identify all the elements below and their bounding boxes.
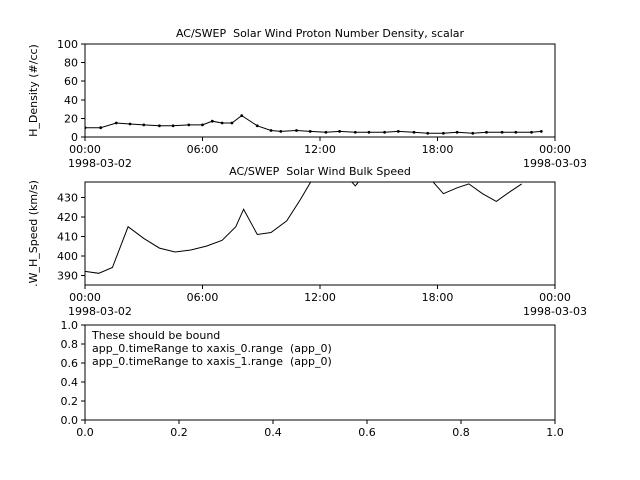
y-tick-label: 0.6 <box>61 357 79 370</box>
y-tick-label: 20 <box>64 112 78 125</box>
plot-0-area[interactable] <box>84 43 556 138</box>
x-tick-label: 06:00 <box>187 291 219 304</box>
x-tick-label: 0.0 <box>76 426 94 439</box>
data-point <box>500 130 504 134</box>
data-point <box>485 130 488 134</box>
data-point <box>308 130 312 133</box>
y-tick-label: 430 <box>57 192 78 205</box>
data-point <box>171 124 175 128</box>
data-point <box>114 121 118 125</box>
data-point <box>338 130 341 133</box>
data-point <box>442 131 445 135</box>
y-tick-label: 400 <box>57 250 78 263</box>
y-tick-label: 40 <box>64 94 78 107</box>
x-tick-label: 12:00 <box>304 143 336 156</box>
data-point <box>295 129 298 132</box>
data-point <box>269 129 273 132</box>
data-point <box>210 119 214 123</box>
x-tick-label: 0.6 <box>358 426 376 439</box>
data-point <box>412 130 416 134</box>
data-line-1 <box>85 182 522 274</box>
annotation-line-0: These should be bound <box>91 329 220 342</box>
data-point <box>514 130 518 134</box>
data-point <box>158 124 161 128</box>
x-tick-label: 00:00 <box>539 291 571 304</box>
y-tick-label: 80 <box>64 57 78 70</box>
y-tick-label: 0.4 <box>61 376 79 389</box>
y-tick-label: 60 <box>64 75 78 88</box>
x-axis-start-date: 1998-03-02 <box>68 157 132 170</box>
plot-1-title: AC/SWEP Solar Wind Bulk Speed <box>229 165 411 178</box>
x-tick-label: 00:00 <box>539 143 571 156</box>
y-tick-label: 410 <box>57 230 78 243</box>
data-point <box>396 130 400 133</box>
data-point <box>220 121 224 125</box>
data-point <box>471 131 475 135</box>
data-point <box>383 130 386 134</box>
data-point <box>201 123 204 127</box>
data-line-0 <box>85 114 542 134</box>
data-point <box>324 130 328 134</box>
data-point <box>187 123 191 127</box>
data-point <box>240 114 244 117</box>
x-axis-start-date: 1998-03-02 <box>68 305 132 318</box>
y-tick-label: 1.0 <box>61 319 79 332</box>
y-tick-label: 0.2 <box>61 395 79 408</box>
y-tick-label: 0.0 <box>61 414 79 427</box>
x-tick-label: 00:00 <box>69 291 101 304</box>
data-point <box>539 130 543 133</box>
y-tick-label: 100 <box>57 38 78 51</box>
x-tick-label: 06:00 <box>187 143 219 156</box>
x-tick-label: 0.2 <box>170 426 188 439</box>
data-point <box>230 121 234 125</box>
data-point <box>367 130 371 134</box>
y-tick-label: 420 <box>57 211 78 224</box>
data-point <box>85 126 87 130</box>
data-point <box>530 130 533 134</box>
annotation-line-2: app_0.timeRange to xaxis_1.range (app_0) <box>92 355 332 368</box>
plot-2: 0.0 0.2 0.4 0.6 0.8 1.0 0.0 0.2 0.4 0.6 0.8 1.0 Thes… <box>61 319 564 439</box>
plot-1: 390 400 410 420 430 00:00 06:00 12:00 18:00 00:00… <box>27 165 587 318</box>
x-axis-end-date: 1998-03-03 <box>523 157 587 170</box>
plot-1-area[interactable] <box>84 181 556 286</box>
data-point <box>279 130 283 133</box>
x-tick-label: 0.4 <box>264 426 282 439</box>
x-tick-label: 1.0 <box>546 426 564 439</box>
data-point <box>426 131 430 135</box>
x-tick-label: 00:00 <box>69 143 101 156</box>
y-tick-label: 0 <box>71 131 78 144</box>
x-tick-label: 18:00 <box>422 143 454 156</box>
x-tick-label: 0.8 <box>452 426 470 439</box>
y-tick-label: 0.8 <box>61 338 79 351</box>
data-point <box>142 123 146 127</box>
data-point <box>455 130 459 134</box>
data-point <box>255 124 259 128</box>
data-point <box>99 126 103 130</box>
data-point <box>128 122 132 126</box>
plot-0-title: AC/SWEP Solar Wind Proton Number Density… <box>176 27 465 40</box>
plot-0-ylabel: H_Density (#/cc) <box>27 44 40 137</box>
x-axis-end-date: 1998-03-03 <box>523 305 587 318</box>
data-point <box>353 130 357 134</box>
x-tick-label: 12:00 <box>304 291 336 304</box>
plot-2-area[interactable] <box>84 324 556 421</box>
plot-1-ylabel: .W_H_Speed (km/s) <box>27 180 40 287</box>
y-tick-label: 390 <box>57 269 78 282</box>
x-tick-label: 18:00 <box>422 291 454 304</box>
annotation-line-1: app_0.timeRange to xaxis_0.range (app_0) <box>92 342 332 355</box>
